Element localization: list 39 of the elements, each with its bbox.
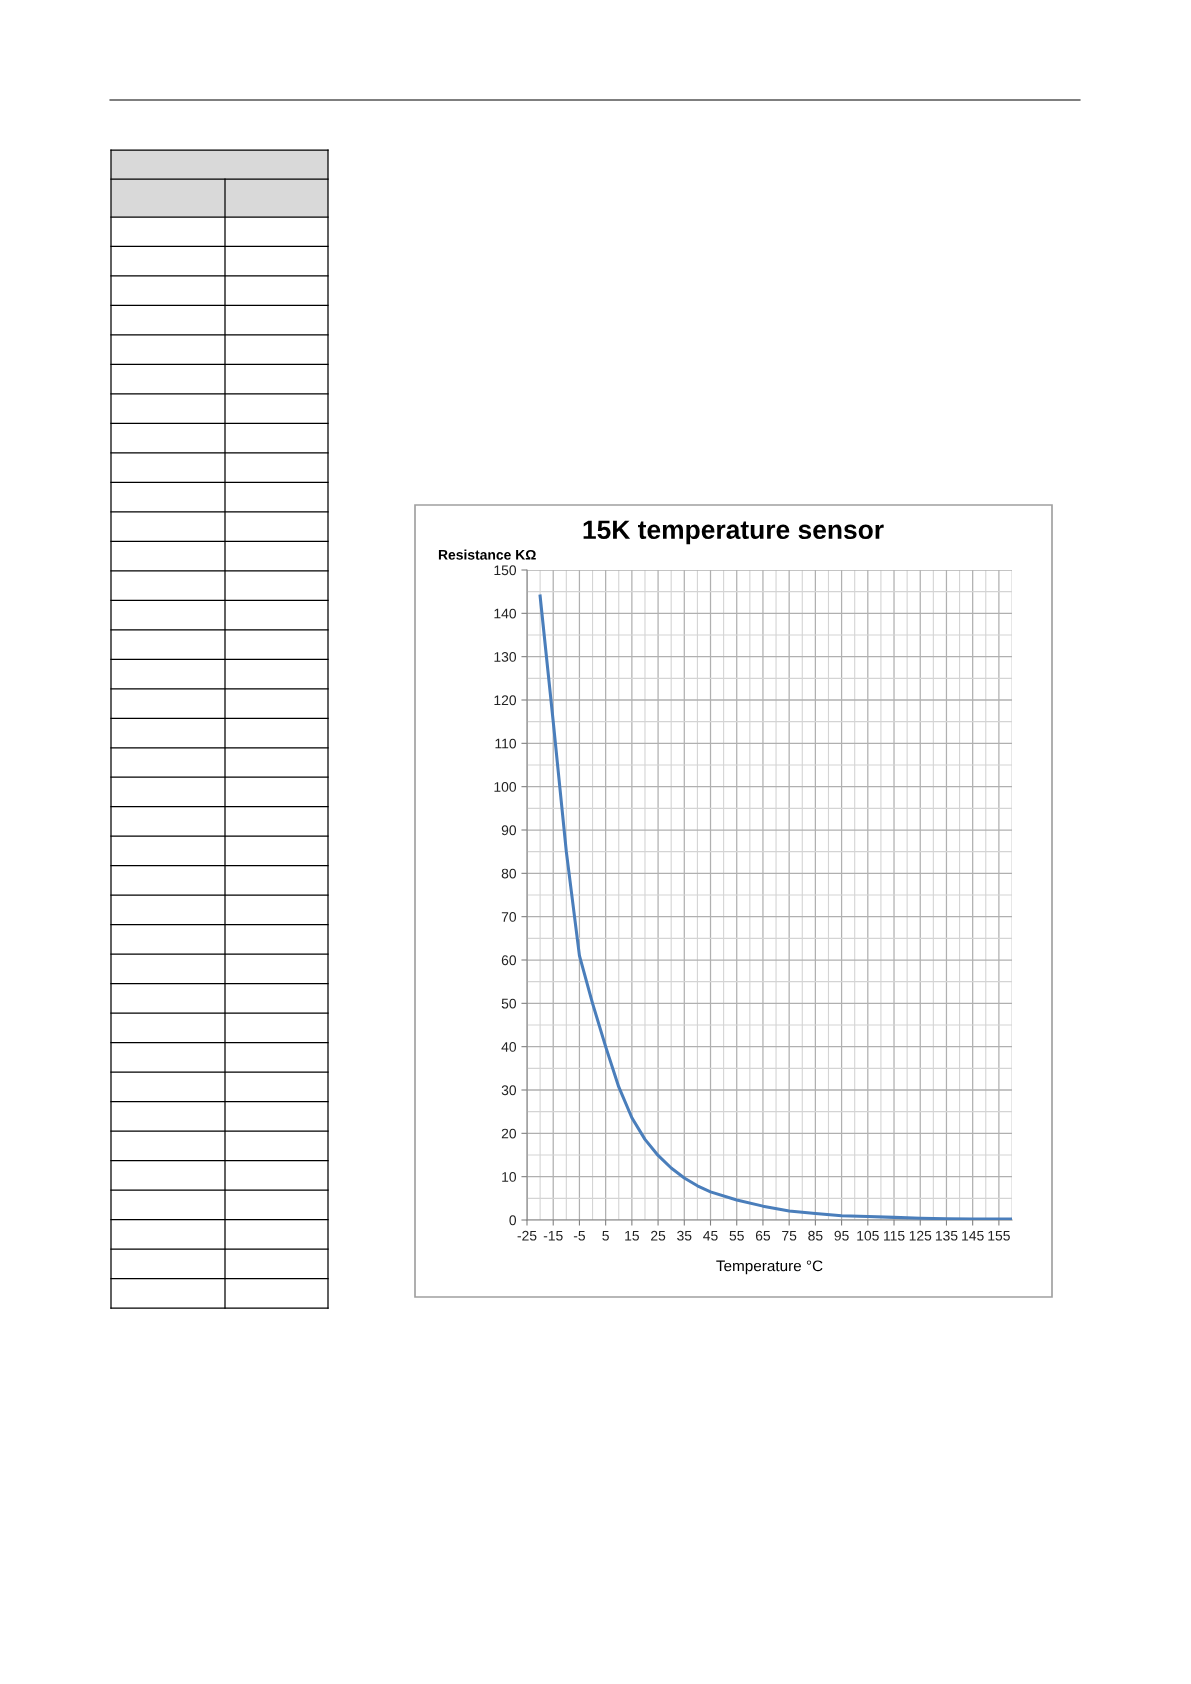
y-axis-title: Resistance KΩ xyxy=(438,549,536,560)
x-tick-label: 115 xyxy=(884,1230,905,1241)
x-tick-label: -5 xyxy=(573,1230,586,1241)
x-axis-title: Temperature °C xyxy=(716,1260,823,1275)
x-tick-label: 55 xyxy=(729,1230,744,1241)
x-tick-label: 85 xyxy=(808,1230,823,1241)
y-tick-label: 50 xyxy=(501,998,517,1009)
x-tick-label: 35 xyxy=(677,1230,692,1241)
y-tick-label: 20 xyxy=(501,1128,517,1139)
chart-title: 15K temperature sensor xyxy=(583,520,884,545)
x-tick-label: 155 xyxy=(988,1230,1010,1241)
x-tick-label: 145 xyxy=(962,1230,984,1241)
y-tick-label: 110 xyxy=(495,738,517,749)
x-tick-label: 15 xyxy=(625,1230,640,1241)
x-tick-label: -25 xyxy=(517,1230,537,1241)
x-tick-label: -15 xyxy=(543,1230,563,1241)
y-tick-label: 60 xyxy=(501,955,517,966)
y-tick-label: 140 xyxy=(494,608,517,619)
y-tick-label: 100 xyxy=(494,782,517,792)
y-tick-label: 10 xyxy=(502,1172,517,1182)
y-tick-label: 150 xyxy=(494,565,517,576)
y-tick-label: 40 xyxy=(501,1042,517,1052)
y-tick-label: 70 xyxy=(501,912,517,922)
x-tick-label: 135 xyxy=(935,1230,958,1241)
x-tick-label: 25 xyxy=(651,1230,666,1241)
y-tick-label: 80 xyxy=(501,868,517,879)
x-tick-label: 95 xyxy=(834,1230,849,1241)
y-tick-label: 0 xyxy=(509,1215,517,1226)
x-tick-label: 105 xyxy=(857,1230,879,1241)
x-tick-label: 45 xyxy=(703,1230,718,1241)
y-tick-label: 120 xyxy=(494,695,517,706)
x-tick-label: 65 xyxy=(755,1230,771,1241)
y-tick-label: 90 xyxy=(501,825,517,836)
y-tick-label: 130 xyxy=(494,652,517,662)
line-series xyxy=(538,594,1012,1220)
x-tick-label: 5 xyxy=(602,1230,609,1241)
x-tick-label: 125 xyxy=(909,1230,932,1241)
x-tick-label: 75 xyxy=(782,1230,797,1241)
y-tick-label: 30 xyxy=(501,1085,517,1096)
